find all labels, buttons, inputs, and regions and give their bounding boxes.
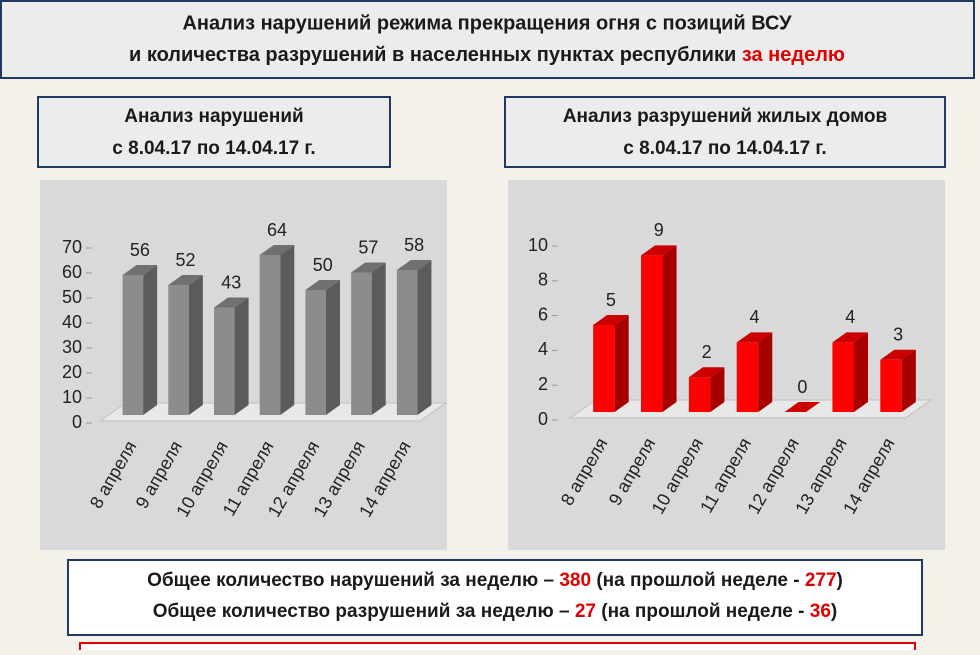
summary-text: (на прошлой неделе - (596, 601, 810, 622)
y-tick-label: 2 (538, 374, 548, 394)
data-label: 3 (893, 325, 903, 345)
bar-side (758, 332, 773, 412)
y-tick-label: 4 (538, 339, 548, 359)
bar-top (122, 265, 158, 275)
bar-side (143, 265, 158, 415)
title: и количества разрушений в населенных пун… (129, 44, 845, 66)
data-label: 52 (176, 250, 196, 270)
chart-title: Анализ нарушений (124, 106, 303, 127)
y-tick-label: 10 (62, 387, 82, 407)
bar (168, 285, 189, 415)
bar-side (371, 262, 386, 415)
summary-text: Общее количество разрушений за неделю – (153, 601, 575, 622)
data-label: 43 (221, 272, 241, 292)
data-label: 64 (267, 220, 287, 240)
data-label: 4 (749, 307, 759, 327)
bar (688, 377, 711, 412)
title-box (0, 0, 975, 79)
y-tick-label: 0 (72, 412, 82, 432)
bar-top (168, 275, 203, 285)
bar-side (326, 280, 340, 415)
data-label: 56 (130, 240, 150, 260)
footer-box (79, 642, 916, 655)
bar (259, 255, 281, 415)
bar-top (736, 332, 773, 343)
data-label: 58 (404, 235, 424, 255)
bar (593, 325, 615, 412)
y-tick-label: 30 (62, 337, 82, 357)
bar-side (662, 245, 677, 412)
bar-top (351, 262, 386, 273)
chart-subtitle: с 8.04.17 по 14.04.17 г. (112, 138, 315, 159)
y-tick-label: 0 (538, 409, 548, 429)
title: Анализ нарушений режима прекращения огня… (182, 12, 792, 34)
bar-side (901, 349, 916, 412)
summary-value: 380 (559, 570, 591, 591)
bar-side (853, 332, 868, 412)
y-tick-label: 10 (528, 235, 548, 255)
y-tick-label: 50 (62, 287, 82, 307)
summary-line: Общее количество нарушений за неделю – 3… (147, 570, 843, 591)
bar (736, 342, 759, 412)
summary-line: Общее количество разрушений за неделю – … (153, 601, 837, 622)
bar-top (214, 297, 249, 308)
bar (122, 275, 144, 415)
summary-value: 36 (810, 601, 831, 622)
data-label: 9 (654, 220, 664, 240)
data-label: 2 (702, 342, 712, 362)
bar (351, 272, 372, 415)
bar (305, 290, 326, 415)
summary-value: 27 (575, 601, 596, 622)
bar-top (396, 260, 432, 270)
chart-title-box (37, 96, 391, 168)
bar (396, 270, 418, 415)
bar-side (234, 297, 249, 415)
bar-top (880, 349, 916, 360)
y-tick-label: 40 (62, 312, 82, 332)
y-tick-label: 70 (62, 237, 82, 257)
bar-top (688, 367, 725, 378)
bar-top (593, 315, 629, 325)
data-label: 5 (606, 290, 616, 310)
bar-top (784, 402, 821, 412)
bar (832, 342, 854, 412)
chart-subtitle: с 8.04.17 по 14.04.17 г. (623, 138, 826, 159)
bar (880, 359, 902, 412)
summary-text: ) (831, 601, 837, 622)
bar (214, 307, 235, 415)
bar-side (614, 315, 629, 412)
chart-panel (508, 180, 945, 550)
bar-side (710, 367, 725, 412)
title-text: и количества разрушений в населенных пун… (129, 44, 736, 66)
data-label: 50 (313, 255, 333, 275)
bar-side (417, 260, 432, 415)
bar-top (641, 245, 677, 256)
chart-title-box (504, 96, 946, 168)
summary-text: ) (837, 570, 843, 591)
data-label: 0 (797, 377, 807, 397)
bar-side (188, 275, 203, 415)
y-tick-label: 8 (538, 270, 548, 290)
data-label: 4 (845, 307, 855, 327)
y-tick-label: 6 (538, 304, 548, 324)
title-highlight: за неделю (742, 44, 845, 66)
chart-title: Анализ разрушений жилых домов (563, 106, 887, 127)
y-tick-label: 20 (62, 362, 82, 382)
bar-top (259, 245, 295, 255)
summary-text: (на прошлой неделе - (591, 570, 805, 591)
y-tick-label: 60 (62, 262, 82, 282)
summary-value: 277 (805, 570, 837, 591)
bar-top (832, 332, 868, 343)
summary-text: Общее количество нарушений за неделю – (147, 570, 559, 591)
data-label: 57 (358, 237, 378, 257)
bar (641, 255, 663, 412)
bar-side (280, 245, 295, 415)
summary-box (67, 559, 923, 636)
bar-top (305, 280, 340, 290)
